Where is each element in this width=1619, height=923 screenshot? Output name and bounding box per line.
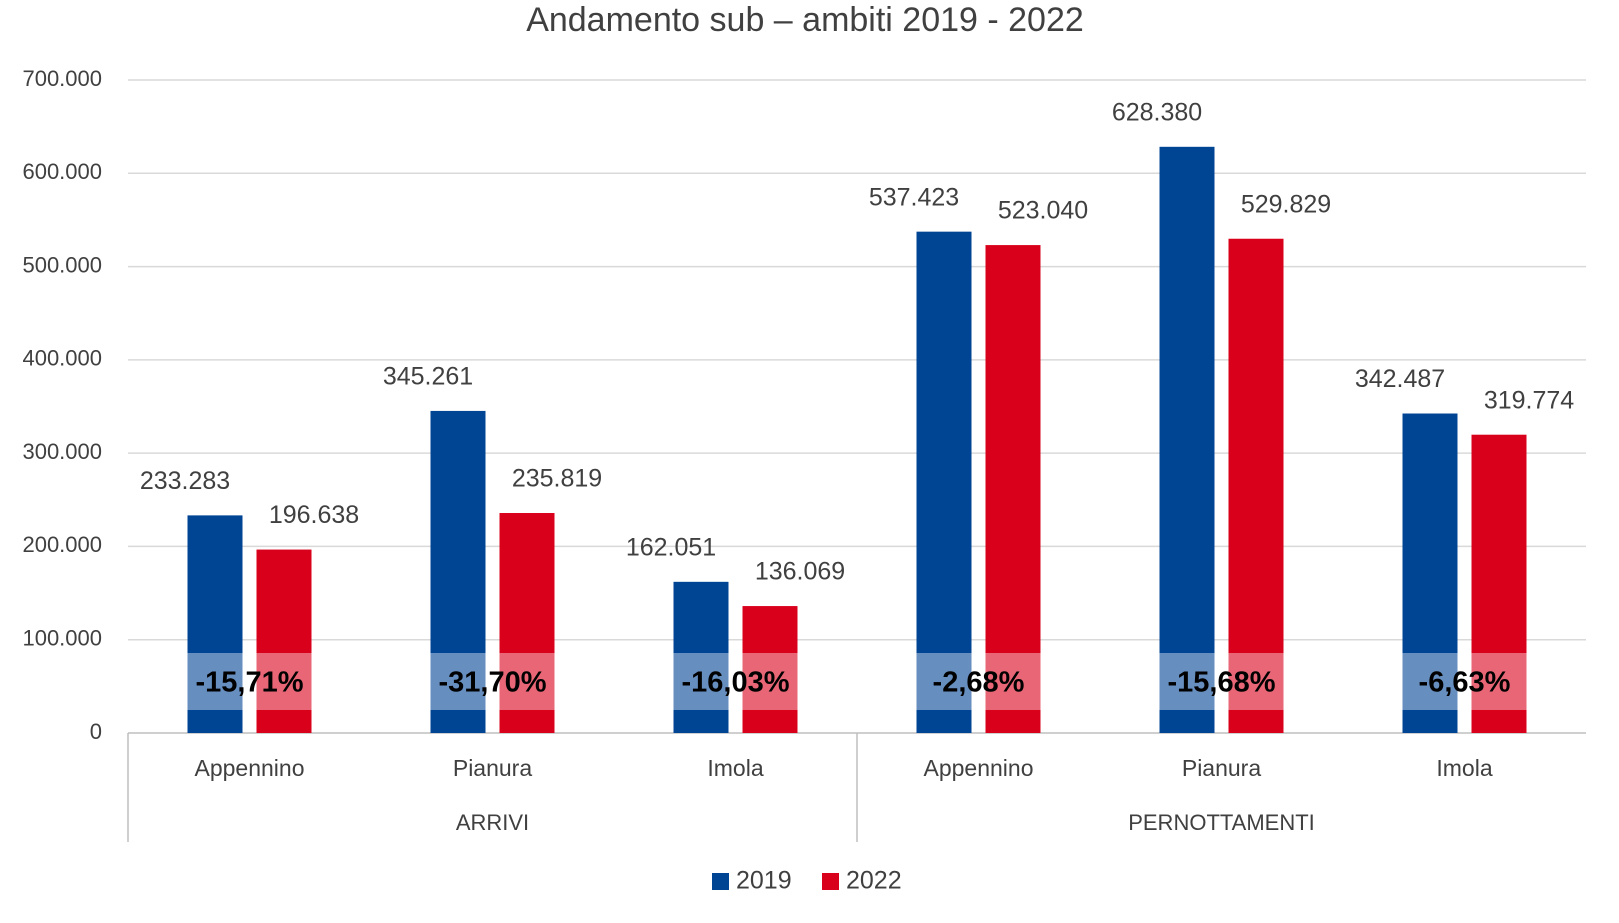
legend-label: 2019 — [736, 867, 792, 895]
annotation: -2,68% — [933, 667, 1025, 699]
y-tick-label: 400.000 — [22, 346, 102, 371]
data-label: 628.380 — [1112, 98, 1202, 126]
bar — [256, 549, 312, 733]
data-label: 529.829 — [1241, 190, 1331, 218]
y-tick-label: 0 — [90, 719, 102, 744]
legend-swatch — [712, 873, 729, 890]
y-tick-label: 300.000 — [22, 439, 102, 464]
data-label: 136.069 — [755, 558, 845, 586]
bar — [1159, 146, 1215, 734]
annotation: -15,71% — [195, 667, 303, 699]
annotation: -15,68% — [1167, 667, 1275, 699]
bar — [430, 410, 486, 733]
bar — [1471, 434, 1527, 733]
y-tick-label: 200.000 — [22, 532, 102, 557]
annotation: -6,63% — [1419, 667, 1511, 699]
annotation-band — [430, 653, 555, 710]
data-label: 345.261 — [383, 363, 473, 391]
x-tick-label: Pianura — [453, 755, 532, 781]
chart-title: Andamento sub – ambiti 2019 - 2022 — [526, 1, 1084, 39]
x-tick-label: Appennino — [924, 755, 1034, 781]
annotation-band — [1159, 653, 1284, 710]
data-label: 319.774 — [1484, 386, 1574, 414]
bar — [499, 513, 555, 733]
y-tick-label: 100.000 — [22, 626, 102, 651]
annotation-band — [1402, 653, 1527, 710]
data-label: 196.638 — [269, 501, 359, 529]
group-label: ARRIVI — [456, 810, 529, 835]
data-label: 537.423 — [869, 183, 959, 211]
legend-label: 2022 — [846, 867, 902, 895]
bar — [1228, 238, 1284, 733]
bar — [916, 231, 972, 733]
data-label: 162.051 — [626, 533, 716, 561]
y-tick-label: 500.000 — [22, 252, 102, 277]
data-label: 235.819 — [512, 465, 602, 493]
x-tick-label: Imola — [1436, 755, 1492, 781]
annotation-band — [916, 653, 1041, 710]
bar — [187, 515, 243, 733]
y-tick-label: 600.000 — [22, 159, 102, 184]
x-tick-label: Pianura — [1182, 755, 1261, 781]
data-label: 523.040 — [998, 197, 1088, 225]
bar — [673, 581, 729, 733]
annotation-band — [187, 653, 312, 710]
annotation: -16,03% — [681, 667, 789, 699]
bar — [742, 606, 798, 733]
annotation-band — [673, 653, 798, 710]
group-label: PERNOTTAMENTI — [1128, 810, 1315, 835]
bar — [985, 245, 1041, 733]
data-label: 233.283 — [140, 467, 230, 495]
legend-swatch — [822, 873, 839, 890]
x-tick-label: Imola — [707, 755, 763, 781]
annotation: -31,70% — [438, 667, 546, 699]
x-tick-label: Appennino — [195, 755, 305, 781]
data-label: 342.487 — [1355, 365, 1445, 393]
y-tick-label: 700.000 — [22, 66, 102, 91]
bar — [1402, 413, 1458, 733]
